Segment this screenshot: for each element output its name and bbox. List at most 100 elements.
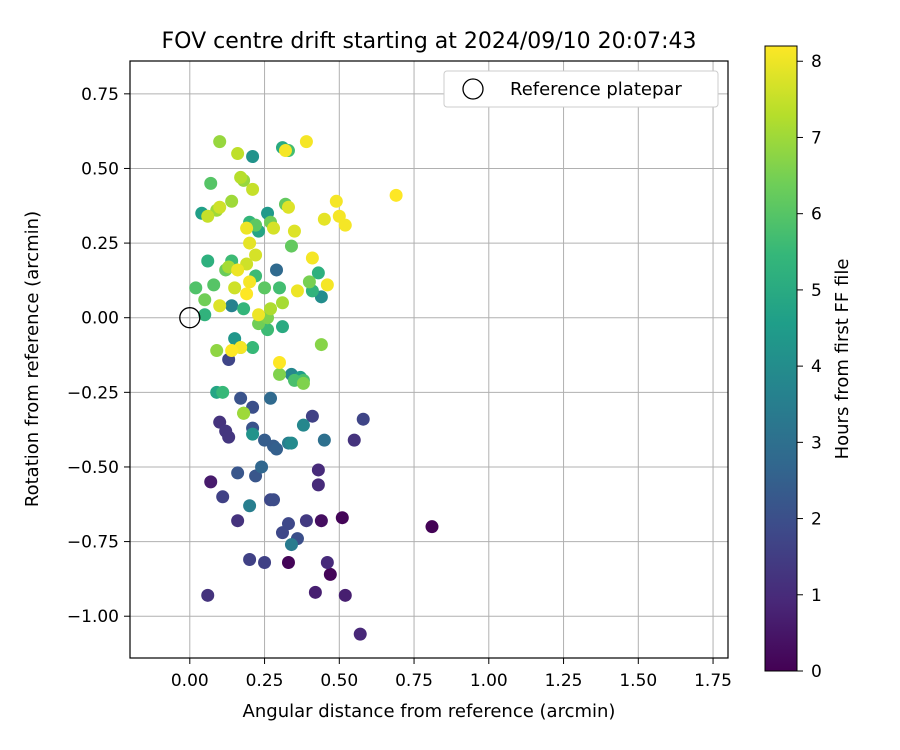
data-point [237,406,251,420]
y-tick-label: −0.75 [67,533,119,553]
data-point [314,514,328,528]
data-point [231,514,245,528]
data-point [210,344,224,358]
data-point [213,200,227,214]
legend-box [443,70,719,108]
data-point [216,490,230,504]
data-point [258,555,272,569]
data-point [273,355,286,369]
data-point [204,475,218,489]
y-tick-label: −0.50 [67,458,119,478]
data-point [270,442,284,456]
x-tick-label: 1.75 [694,671,732,691]
data-point [284,239,298,253]
data-point [317,212,331,226]
data-point [275,320,289,334]
data-point [275,296,289,310]
data-point [347,433,361,447]
data-point [267,221,281,235]
data-point [290,284,304,298]
colorbar-tick-label: 8 [811,52,822,72]
data-points [189,135,439,641]
y-tick-label: 0.25 [81,234,119,254]
colorbar-tick-label: 6 [811,205,822,225]
data-point [234,170,248,184]
y-tick-label: −1.00 [67,607,119,627]
y-tick-label: −0.25 [67,383,119,403]
y-axis-label: Rotation from reference (arcmin) [22,211,43,507]
data-point [329,194,343,208]
data-point [234,391,248,405]
data-point [237,302,251,316]
colorbar-tick-label: 5 [811,281,822,301]
data-point [389,188,403,202]
data-point [278,144,292,158]
colorbar [764,45,798,672]
x-tick-label: 1.50 [619,671,657,691]
chart-title: FOV centre drift starting at 2024/09/10 … [162,29,697,54]
data-point [273,367,286,381]
data-point [323,567,337,581]
x-axis-label: Angular distance from reference (arcmin) [243,701,616,722]
y-tick-label: 0.00 [81,309,119,329]
data-point [353,627,367,641]
y-tick-label: 0.75 [81,85,119,105]
data-point [246,182,260,196]
data-point [213,135,227,149]
data-point [204,176,218,190]
data-point [225,194,239,208]
data-point [198,308,212,322]
data-point [305,409,319,423]
data-point [243,275,257,289]
colorbar-tick-label: 4 [811,357,822,377]
data-point [311,463,325,477]
data-point [198,293,212,307]
data-point [311,478,325,492]
data-point [189,281,203,295]
data-point [213,299,227,313]
data-point [240,221,254,235]
data-point [231,466,245,480]
data-point [275,526,289,540]
data-point [296,376,310,390]
legend-label: Reference platepar [510,79,682,100]
data-point [299,135,313,149]
y-axis-ticks: 0.75 0.50 0.25 0.00 −0.25 −0.50 −0.75 −1.00 [67,85,130,627]
data-point [308,585,322,599]
data-point [267,493,281,507]
data-point [201,209,215,223]
data-point [246,341,260,355]
data-point [284,538,298,552]
data-point [240,287,254,301]
data-point [231,263,245,277]
data-point [201,588,215,602]
data-point [356,412,370,426]
data-point [281,555,295,569]
reference-marker-group [179,307,201,329]
plot-frame [129,60,729,659]
data-point [317,433,331,447]
data-point [302,275,316,289]
data-point [320,555,334,569]
data-point [252,308,266,322]
x-tick-label: 0.50 [320,671,358,691]
grid-lines [130,61,728,658]
data-point [264,302,278,316]
colorbar-tick-label: 7 [811,128,822,148]
data-point [228,281,242,295]
y-tick-label: 0.50 [81,159,119,179]
x-tick-label: 1.00 [470,671,508,691]
data-point [281,200,295,214]
data-point [338,218,352,232]
data-point [284,436,298,450]
data-point [249,248,263,262]
colorbar-tick-label: 0 [811,662,822,682]
data-point [270,263,284,277]
data-point [201,254,215,268]
colorbar-tick-label: 1 [811,586,822,606]
x-tick-label: 1.25 [545,671,583,691]
data-point [246,150,260,164]
x-tick-label: 0.00 [171,671,209,691]
data-point [335,511,349,525]
data-point [231,147,245,161]
